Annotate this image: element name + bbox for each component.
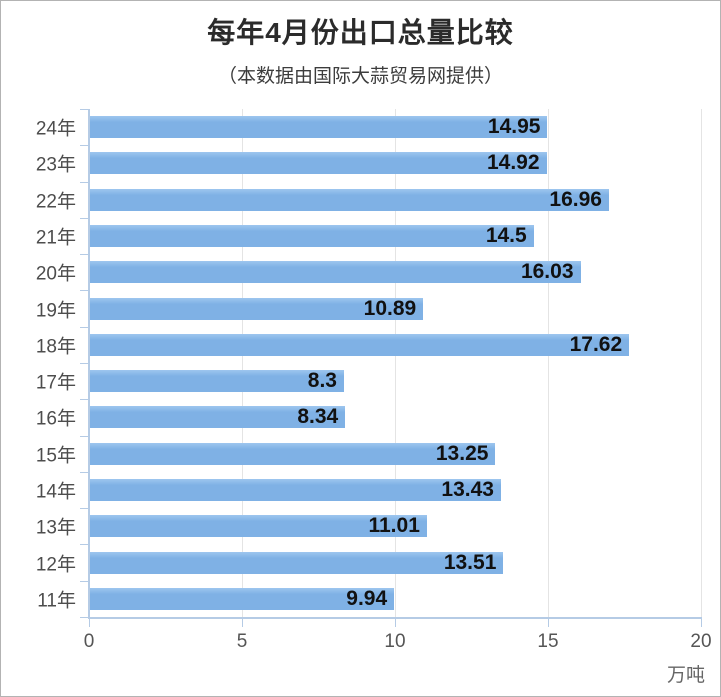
value-label: 10.89 [363,296,417,320]
y-axis-tick [80,290,89,292]
x-tick-label: 20 [690,631,712,652]
bar: 14.92 [90,151,547,175]
bar: 13.51 [90,550,504,574]
y-axis-tick [80,109,89,110]
category-label: 22年 [35,191,76,213]
category-label: 21年 [35,227,76,249]
value-label: 8.34 [297,405,339,429]
x-tick-label: 5 [236,631,248,652]
category-label: 11年 [37,590,76,612]
category-label: 23年 [35,154,76,176]
plot-area: 24年 14.95 23年 14.92 22年 16.96 21年 14.5 20年 16.03 1… [36,109,702,627]
value-label: 13.51 [443,550,497,574]
x-tick-label: 10 [384,631,406,652]
bar: 14.5 [90,224,534,247]
category-label: 14年 [35,481,76,503]
x-axis-tick [547,619,549,627]
value-label: 14.95 [487,115,541,139]
value-label: 17.62 [569,332,623,356]
y-axis-tick [80,254,89,256]
y-axis-tick [80,580,89,582]
chart-subtitle: （本数据由国际大蒜贸易网提供） [217,66,503,87]
y-axis-tick [80,435,89,437]
x-tick-label: 15 [537,631,559,652]
bar: 16.03 [90,260,581,284]
bar: 17.62 [90,332,630,356]
bar: 9.94 [90,586,395,610]
y-axis-tick [80,617,89,618]
value-label: 9.94 [346,586,388,610]
bar: 16.96 [90,187,609,211]
x-tick-label: 0 [83,631,95,652]
gridline-x-5 [241,109,243,617]
chart-title: 每年4月份出口总量比较 [207,17,514,48]
x-axis-line [88,617,702,619]
y-axis-tick [80,363,89,364]
bar: 11.01 [90,514,427,538]
value-label: 13.43 [441,478,494,501]
x-axis-tick [394,619,396,627]
category-label: 15年 [35,445,76,467]
value-label: 16.03 [520,260,574,284]
category-label: 24年 [35,118,76,140]
value-label: 8.3 [307,369,337,393]
bar: 10.89 [90,296,424,320]
x-axis-unit-label: 万吨 [666,665,705,686]
x-axis-tick [700,619,702,627]
category-label: 19年 [35,300,76,322]
gridline-x-15 [547,109,549,617]
category-label: 16年 [35,408,76,430]
category-label: 13年 [35,517,76,539]
y-axis-tick [80,508,89,510]
bar: 8.3 [90,369,344,393]
y-axis-tick [80,544,89,546]
value-label: 13.25 [435,441,489,465]
y-axis-line [88,109,90,617]
y-axis-tick [80,399,89,401]
category-label: 17年 [35,372,76,394]
y-axis-tick [80,181,89,183]
bar: 13.25 [90,441,496,465]
category-label: 12年 [35,554,76,576]
value-label: 14.92 [486,151,540,175]
value-label: 14.5 [485,224,527,247]
bar: 8.34 [90,405,346,429]
gridline-x-20 [700,109,702,617]
x-axis-tick [88,619,90,627]
bar: 13.43 [90,478,501,501]
value-label: 16.96 [549,187,602,211]
value-label: 11.01 [368,514,420,538]
gridline-x-10 [394,109,396,617]
x-axis-tick [241,619,243,627]
y-axis-tick [80,217,89,219]
bar: 14.95 [90,115,548,139]
y-axis-tick [80,326,89,328]
category-label: 18年 [35,336,76,358]
category-label: 20年 [35,263,76,285]
y-axis-tick [80,145,89,147]
y-axis-tick [80,471,89,473]
